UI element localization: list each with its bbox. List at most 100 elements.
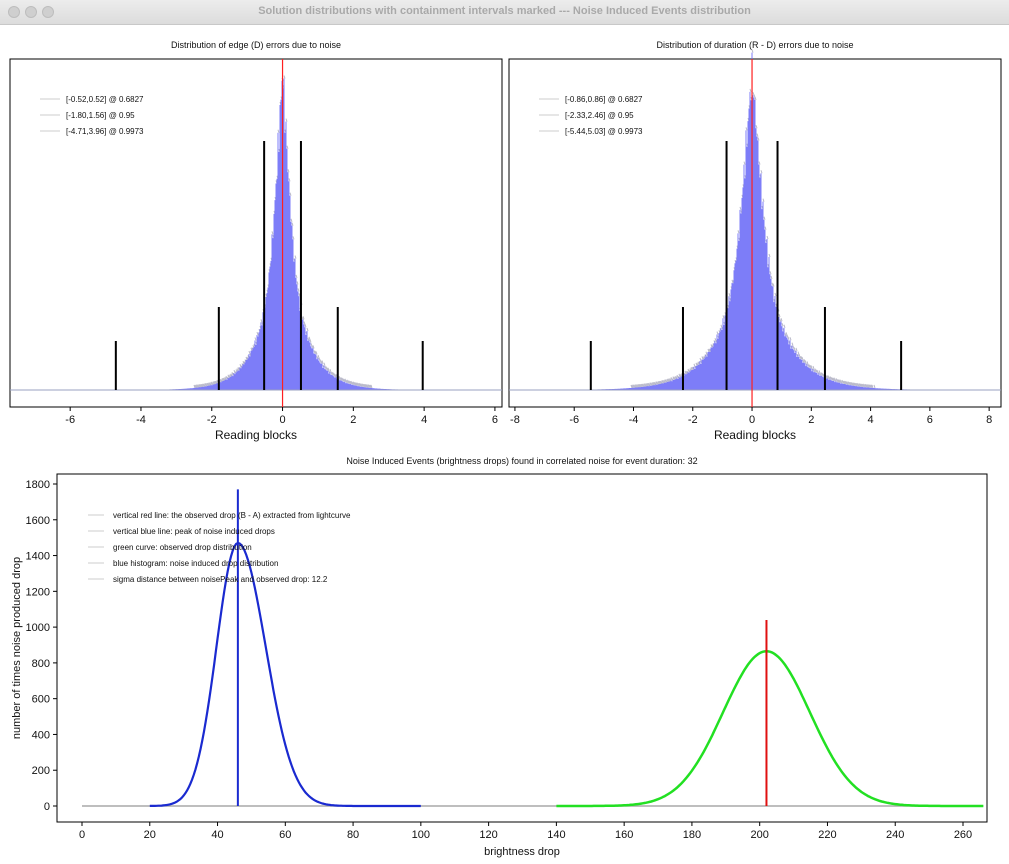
x-tick-label: -2	[207, 414, 217, 426]
histogram-edge	[309, 339, 312, 343]
histogram-edge	[357, 383, 360, 387]
legend-entry: vertical blue line: peak of noise induce…	[113, 527, 275, 536]
histogram-edge	[339, 377, 342, 381]
histogram-edge	[242, 361, 245, 365]
x-axis-label: Reading blocks	[714, 428, 796, 442]
x-axis-label: brightness drop	[484, 846, 560, 858]
x-tick-label: -2	[688, 414, 698, 426]
histogram-edge	[739, 206, 742, 211]
plot-title: Distribution of edge (D) errors due to n…	[171, 40, 341, 50]
histogram-edge	[687, 368, 690, 373]
x-tick-label: 4	[868, 414, 874, 426]
histogram-edge	[348, 380, 351, 384]
histogram-edge	[844, 380, 847, 385]
histogram-edge	[254, 337, 257, 341]
histogram-edge	[868, 384, 871, 388]
histogram-edge	[853, 382, 856, 386]
histogram-edge	[320, 360, 323, 364]
histogram-edge	[633, 384, 636, 389]
histogram-edge	[216, 379, 219, 384]
histogram-edge	[213, 381, 216, 385]
x-tick-label: -6	[65, 414, 75, 426]
histogram-edge	[716, 331, 719, 335]
histogram-edge	[285, 118, 288, 122]
histogram-edge	[291, 222, 294, 226]
histogram-edge	[820, 372, 823, 376]
histogram-edge	[780, 318, 783, 322]
histogram-edge	[353, 382, 356, 386]
histogram-edge	[369, 384, 372, 388]
histogram-edge	[847, 381, 850, 385]
histogram-edge	[772, 283, 775, 287]
histogram-edge	[364, 384, 367, 388]
histogram-edge	[304, 324, 307, 328]
x-tick-label: 200	[751, 829, 769, 841]
histogram-edge	[862, 383, 865, 387]
histogram-edge	[212, 381, 215, 385]
x-tick-label: 120	[479, 829, 497, 841]
histogram-edge	[349, 381, 352, 385]
histogram-edge	[841, 379, 844, 384]
legend-entry: green curve: observed drop distribution	[113, 543, 252, 552]
x-tick-label: 0	[79, 829, 85, 841]
histogram-edge	[755, 125, 758, 129]
x-tick-label: 6	[927, 414, 933, 426]
histogram-edge	[365, 384, 368, 388]
histogram-edge	[864, 383, 867, 388]
histogram-edge	[352, 381, 355, 385]
histogram-edge	[649, 382, 652, 386]
y-tick-label: 0	[44, 801, 50, 813]
x-tick-label: -4	[629, 414, 639, 426]
histogram-edge	[655, 381, 658, 385]
histogram-edge	[676, 374, 679, 379]
histogram-edge	[639, 384, 642, 388]
histogram-edge	[634, 384, 637, 388]
histogram-edge	[640, 383, 643, 388]
histogram-edge	[644, 383, 647, 387]
histogram-edge	[803, 359, 806, 363]
histogram-edge	[214, 380, 217, 385]
plot-title: Distribution of duration (R - D) errors …	[656, 40, 853, 50]
histogram-edge	[308, 336, 311, 340]
histogram-edge	[631, 384, 634, 389]
histogram-edge	[728, 293, 731, 297]
y-tick-label: 1400	[26, 551, 50, 563]
histogram-edge	[204, 383, 207, 387]
histogram-edge	[756, 133, 759, 137]
histogram-edge	[225, 375, 228, 380]
close-window-button[interactable]	[8, 6, 20, 18]
histogram-edge	[807, 363, 810, 368]
histogram-edge	[370, 384, 373, 389]
histogram-edge	[865, 384, 868, 388]
histogram-edge	[221, 378, 224, 382]
zoom-window-button[interactable]	[42, 6, 54, 18]
histogram-edge	[799, 356, 802, 360]
histogram-edge	[766, 235, 769, 240]
histogram-edge	[839, 379, 842, 383]
y-tick-label: 1600	[26, 515, 50, 527]
histogram-edge	[768, 253, 771, 258]
histogram-edge	[731, 279, 734, 283]
histogram-edge	[849, 382, 852, 386]
histogram-edge	[697, 361, 700, 365]
histogram-edge	[294, 255, 297, 259]
histogram-edge	[850, 381, 853, 386]
histogram-edge	[332, 372, 335, 376]
histogram-edge	[804, 360, 807, 364]
histogram-edge	[830, 376, 833, 381]
histogram-edge	[356, 382, 359, 386]
minimize-window-button[interactable]	[25, 6, 37, 18]
histogram-edge	[367, 384, 370, 388]
histogram-edge	[283, 75, 286, 79]
x-tick-label: 4	[421, 414, 427, 426]
histogram-edge	[707, 348, 710, 353]
histogram-edge	[770, 275, 773, 280]
histogram-edge	[355, 382, 358, 386]
histogram-edge	[330, 371, 333, 375]
histogram-edge	[837, 379, 840, 383]
histogram-edge	[632, 384, 635, 388]
histogram-edge	[672, 376, 675, 380]
histogram-edge	[341, 377, 344, 382]
histogram-edge	[659, 380, 662, 385]
